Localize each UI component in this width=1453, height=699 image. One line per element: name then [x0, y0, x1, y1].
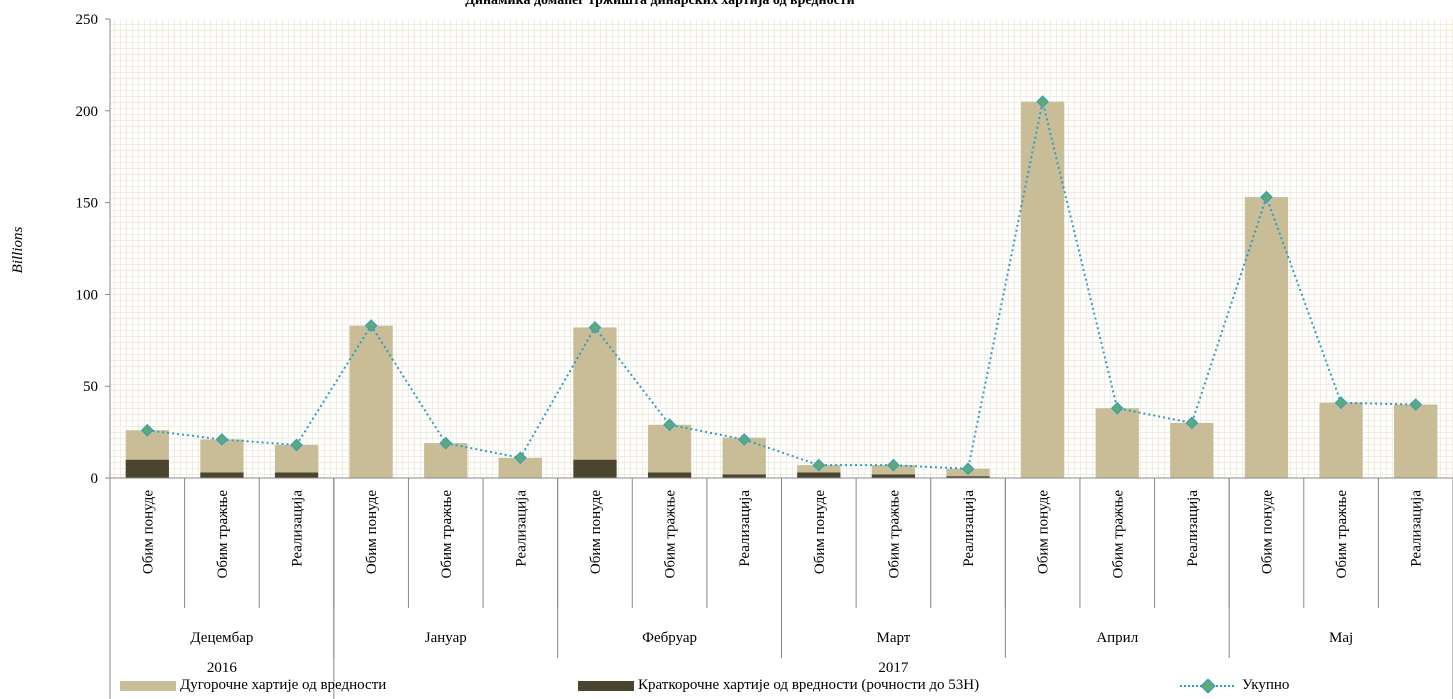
total-point — [663, 418, 676, 432]
total-point — [439, 436, 453, 450]
bar-long-term — [1170, 422, 1214, 478]
total-point — [1409, 398, 1423, 411]
x-tick-label: Обим тражње — [1334, 490, 1350, 579]
bar-short-term — [797, 472, 841, 478]
legend-label-short-term: Краткорочне хартије од вредности (рочнос… — [638, 677, 980, 693]
bar-long-term — [1394, 404, 1438, 478]
total-point — [1110, 401, 1124, 415]
x-tick-label: Реализација — [513, 490, 529, 567]
month-label: Април — [1096, 630, 1138, 646]
bar-long-term — [498, 457, 542, 478]
bar-long-term — [349, 325, 393, 478]
bar-long-term — [1244, 197, 1289, 479]
x-tick-label: Обим понуде — [1259, 490, 1275, 574]
bar-short-term — [647, 472, 692, 478]
total-point — [1036, 95, 1050, 108]
x-tick-label: Обим понуде — [588, 490, 604, 574]
legend-item-total: Укупно — [1180, 677, 1289, 694]
bar-short-term — [274, 472, 319, 478]
legend-swatch-total — [1180, 677, 1236, 694]
legend-swatch-long-term — [120, 680, 176, 691]
total-point — [1185, 416, 1199, 430]
bar-short-term — [946, 476, 990, 478]
y-axis-label: Billions — [10, 227, 26, 274]
total-point — [513, 451, 527, 465]
legend-label-long-term: Дугорочне хартије од вредности — [180, 677, 387, 693]
total-point — [812, 458, 826, 472]
bar-long-term — [573, 327, 617, 460]
y-tick-label: 150 — [76, 196, 99, 212]
total-line — [140, 95, 1423, 476]
total-point — [1334, 396, 1348, 410]
total-point — [588, 321, 602, 334]
x-tick-label: Реализација — [290, 490, 306, 567]
bar-long-term — [1021, 101, 1065, 479]
total-point — [961, 462, 975, 476]
plot-area — [110, 19, 1453, 478]
bar-short-term — [722, 474, 766, 478]
y-tick-label: 200 — [76, 104, 99, 120]
month-label: Децембар — [190, 630, 253, 646]
year-label: 2017 — [878, 660, 909, 676]
x-tick-label: Обим тражње — [663, 490, 679, 579]
x-tick-label: Обим тражње — [1110, 490, 1126, 579]
month-label: Мај — [1329, 630, 1353, 646]
total-point — [290, 438, 303, 452]
legend-label-total: Укупно — [1242, 677, 1290, 693]
month-label: Фебруар — [642, 630, 697, 646]
x-tick-label: Реализација — [1185, 490, 1201, 567]
legend-item-long-term: Дугорочне хартије од вредности — [120, 677, 386, 694]
month-label: Јануар — [425, 630, 467, 646]
total-point — [1260, 190, 1273, 204]
total-point — [140, 423, 154, 437]
x-tick-label: Обим тражње — [886, 490, 902, 579]
x-tick-label: Обим понуде — [364, 490, 380, 574]
x-tick-label: Обим тражње — [439, 490, 455, 579]
total-point — [364, 319, 378, 332]
total-point — [887, 458, 900, 472]
legend-swatch-short-term — [578, 680, 634, 691]
bar-short-term — [871, 474, 916, 478]
bar-long-term — [1095, 408, 1139, 478]
month-label: Март — [876, 630, 910, 646]
y-tick-label: 100 — [76, 287, 99, 303]
year-label: 2016 — [207, 660, 238, 676]
x-tick-label: Обим понуде — [812, 490, 828, 574]
bars — [125, 101, 1438, 479]
x-tick-label: Обим понуде — [140, 490, 156, 574]
y-ticks: 0 50 100 150 200 250 — [76, 12, 111, 487]
y-tick-label: 250 — [76, 12, 99, 28]
x-tick-label: Обим тражње — [215, 490, 231, 579]
y-tick-label: 50 — [83, 379, 98, 395]
bar-short-term — [125, 459, 169, 478]
chart-title: Динамика домаћег тржишта динарских харти… — [465, 0, 854, 8]
x-tick-label: Обим понуде — [1036, 490, 1052, 574]
total-point — [215, 433, 229, 446]
bar-short-term — [200, 472, 244, 478]
legend-item-short-term: Краткорочне хартије од вредности (рочнос… — [578, 677, 979, 694]
x-axis: Обим понуде Обим тражње Реализација Обим по… — [109, 477, 1453, 699]
bar-short-term — [573, 459, 617, 478]
x-tick-label: Реализација — [1409, 490, 1425, 567]
y-tick-label: 0 — [91, 471, 99, 487]
total-point — [737, 433, 751, 446]
bar-long-term — [647, 424, 692, 473]
x-tick-label: Реализација — [961, 490, 977, 567]
bar-long-term — [1319, 402, 1363, 478]
x-tick-label: Реализација — [737, 490, 753, 567]
